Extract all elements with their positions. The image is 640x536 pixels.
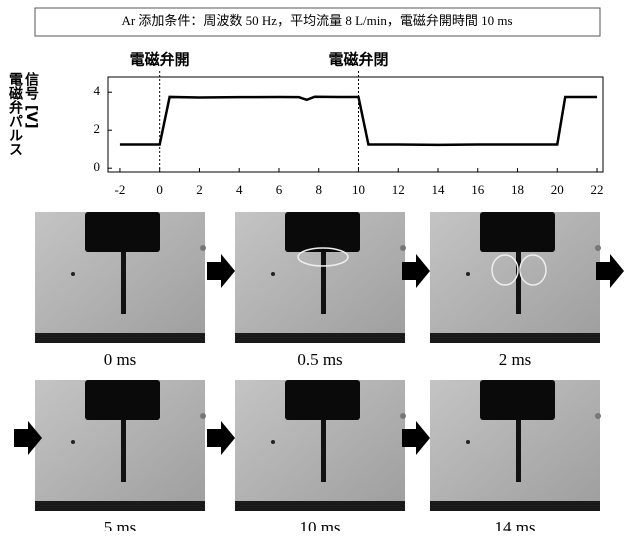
arrow: [402, 254, 430, 288]
x-tick-label: 2: [196, 182, 203, 197]
floor: [430, 333, 600, 343]
y-axis-label: 信号 [V]: [23, 71, 39, 128]
spot: [466, 440, 470, 444]
arrow: [207, 421, 235, 455]
y-axis-label: 電磁弁パルス: [7, 71, 23, 156]
spot: [71, 440, 75, 444]
photo: [35, 212, 206, 343]
photo: [235, 380, 406, 511]
x-tick-label: 12: [392, 182, 405, 197]
spot: [71, 272, 75, 276]
nozzle: [480, 212, 555, 252]
spot: [595, 245, 601, 251]
floor: [235, 501, 405, 511]
needle: [516, 252, 521, 314]
spot: [200, 245, 206, 251]
nozzle: [85, 212, 160, 252]
x-tick-label: 16: [471, 182, 485, 197]
spot: [400, 413, 406, 419]
x-tick-label: 20: [551, 182, 564, 197]
x-tick-label: 0: [156, 182, 163, 197]
figure: Ar 添加条件：周波数 50 Hz，平均流量 8 L/min，電磁弁開時間 10…: [0, 0, 640, 531]
x-tick-label: 18: [511, 182, 524, 197]
nozzle: [285, 380, 360, 420]
arrow: [207, 254, 235, 288]
floor: [35, 501, 205, 511]
needle: [516, 420, 521, 482]
spot: [271, 272, 275, 276]
photo: [235, 212, 406, 343]
nozzle: [285, 212, 360, 252]
spot: [400, 245, 406, 251]
y-tick-label: 4: [94, 83, 101, 98]
needle: [321, 420, 326, 482]
needle: [121, 252, 126, 314]
nozzle: [480, 380, 555, 420]
arrow: [402, 421, 430, 455]
spot: [595, 413, 601, 419]
floor: [35, 333, 205, 343]
nozzle: [85, 380, 160, 420]
spot: [200, 413, 206, 419]
spot: [466, 272, 470, 276]
y-tick-label: 2: [94, 121, 101, 136]
x-tick-label: 22: [591, 182, 604, 197]
caption: Ar 添加条件：周波数 50 Hz，平均流量 8 L/min，電磁弁開時間 10…: [121, 13, 512, 28]
panel-label: 0.5 ms: [297, 350, 342, 369]
y-tick-label: 0: [94, 159, 101, 174]
panel-label: 2 ms: [499, 350, 532, 369]
photo: [35, 380, 206, 511]
panel-label: 14 ms: [494, 518, 535, 531]
x-tick-label: 10: [352, 182, 365, 197]
plot-frame: [108, 77, 603, 172]
x-tick-label: 4: [236, 182, 243, 197]
floor: [430, 501, 600, 511]
x-tick-label: -2: [115, 182, 126, 197]
photo: [430, 380, 601, 511]
floor: [235, 333, 405, 343]
photo: [430, 212, 601, 343]
x-tick-label: 14: [432, 182, 446, 197]
panel-label: 10 ms: [299, 518, 340, 531]
arrow: [596, 254, 624, 288]
needle: [321, 252, 326, 314]
needle: [121, 420, 126, 482]
spot: [271, 440, 275, 444]
annotation: 電磁弁閉: [328, 51, 388, 69]
x-tick-label: 8: [315, 182, 322, 197]
x-tick-label: 6: [276, 182, 283, 197]
panel-label: 0 ms: [104, 350, 137, 369]
page: Ar 添加条件：周波数 50 Hz，平均流量 8 L/min，電磁弁開時間 10…: [0, 0, 640, 531]
annotation: 電磁弁開: [130, 51, 190, 69]
panel-label: 5 ms: [104, 518, 137, 531]
